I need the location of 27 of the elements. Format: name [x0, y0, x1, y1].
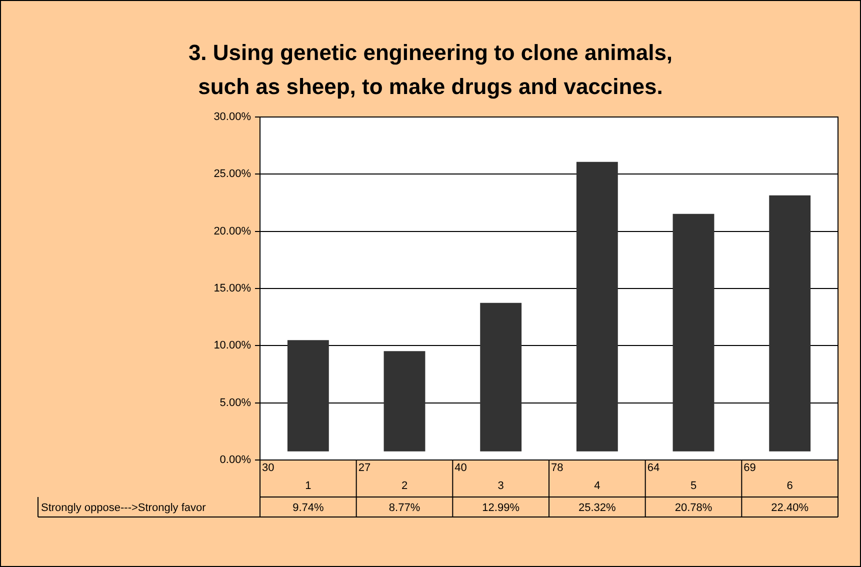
y-tick-label: 30.00%: [214, 111, 252, 124]
text: 64: [647, 462, 660, 474]
data-label: 25.32%: [578, 502, 616, 514]
text: 69: [744, 462, 756, 474]
text: 30: [262, 462, 274, 474]
y-tick-label: 5.00%: [220, 396, 252, 409]
data-label: 22.40%: [771, 502, 809, 514]
chart-title: 3. Using genetic engineering to clone animals, such as sheep, to make drugs and vaccines.: [187, 39, 674, 101]
x-tick-label: 1: [305, 480, 312, 492]
data-label: 20.78%: [674, 502, 712, 514]
data-label: 12.99%: [482, 502, 520, 514]
y-tick-label: 20.00%: [214, 225, 252, 238]
x-tick-label: 5: [690, 480, 697, 492]
x-tick-label: 2: [401, 480, 408, 492]
text: 27: [358, 462, 371, 474]
y-tick-label: 15.00%: [214, 282, 252, 295]
y-tick-label: 25.00%: [214, 168, 252, 180]
y-tick-label: 0.00%: [220, 454, 252, 466]
x-tick-label: 6: [786, 480, 793, 492]
text: 78: [551, 462, 564, 474]
data-label: 9.74%: [292, 502, 324, 514]
data-label: 8.77%: [388, 502, 420, 514]
y-tick-label: 10.00%: [214, 340, 252, 352]
x-tick-label: 3: [498, 480, 504, 492]
text: 40: [454, 462, 467, 474]
x-axis-title: Strongly oppose--->Strongly favor: [41, 502, 206, 514]
x-tick-label: 4: [594, 480, 600, 492]
